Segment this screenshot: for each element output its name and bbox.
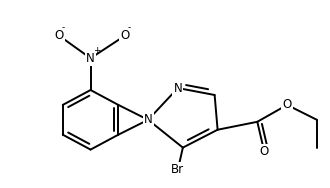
Text: N: N <box>174 82 182 95</box>
Text: O: O <box>282 99 292 111</box>
Text: N: N <box>144 113 152 126</box>
Text: Br: Br <box>171 163 184 176</box>
Text: -: - <box>128 23 131 32</box>
Text: N: N <box>86 52 95 65</box>
Text: O: O <box>121 29 130 42</box>
Text: +: + <box>93 46 101 55</box>
Text: O: O <box>260 145 269 158</box>
Text: O: O <box>54 29 63 42</box>
Text: -: - <box>61 23 65 32</box>
